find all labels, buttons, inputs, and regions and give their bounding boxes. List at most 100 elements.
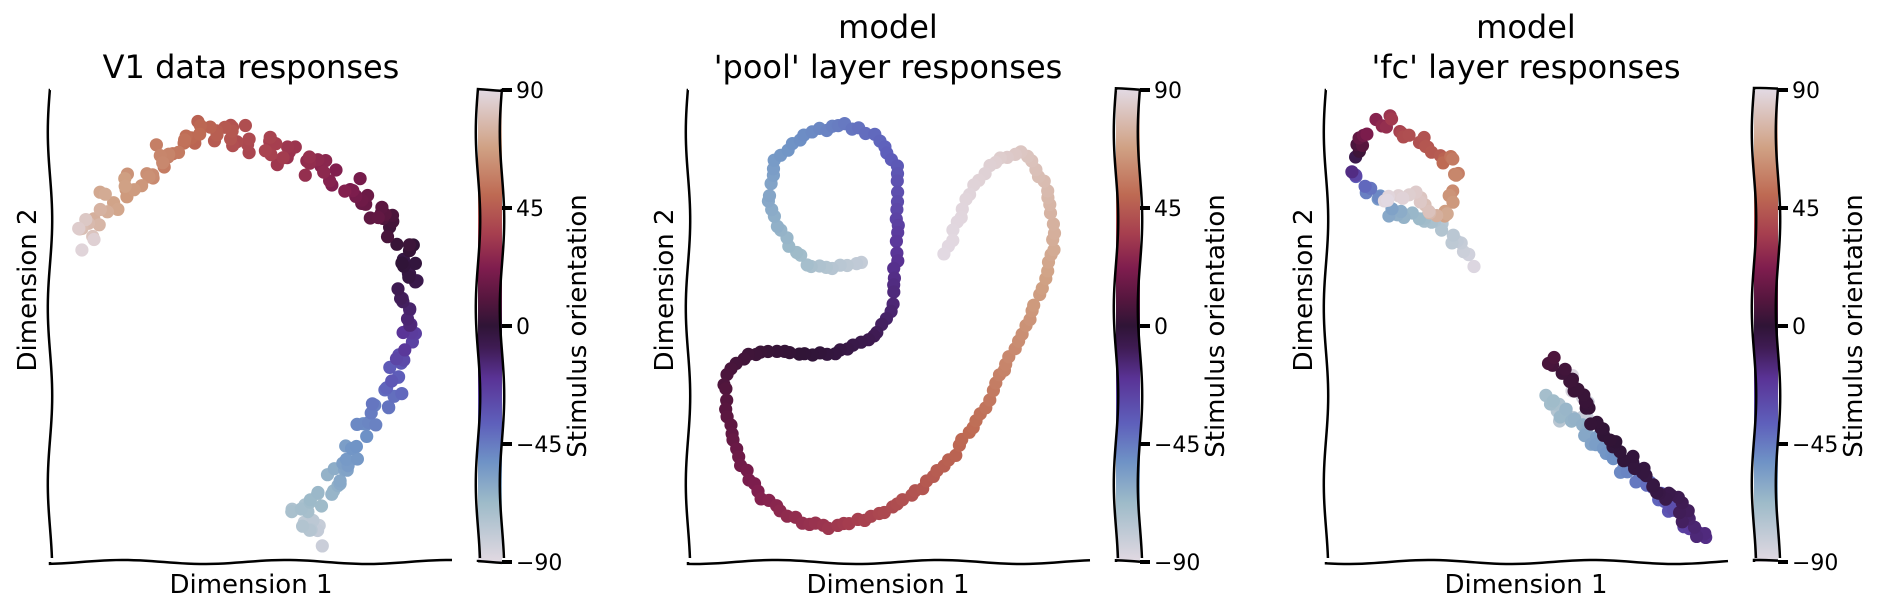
scatter-point [315,539,329,553]
scatter-point [111,202,125,216]
scatter-point [762,189,777,203]
x-axis-label: Dimension 1 [169,570,332,600]
colorbar-outline [1750,86,1782,562]
scatter-point [402,270,416,284]
scatter-point [402,238,417,252]
scatter-point [390,237,404,251]
scatter-point [389,352,404,366]
scatter-point [381,400,396,414]
scatter-point [1358,179,1372,193]
panel-title-line-1: model [838,8,938,46]
scatter-points [717,117,1062,536]
scatter-point [1385,112,1399,126]
scatter-point [1047,243,1061,257]
scatter-point [258,144,272,158]
scatter-point [719,382,733,396]
scatter-point [1413,195,1427,209]
scatter-points [72,114,424,553]
scatter-point [1440,207,1454,221]
y-axis-line [684,88,692,559]
scatter-point [891,185,905,199]
scatter-point [314,499,329,513]
colorbar-tick-label: −45 [1792,433,1838,458]
colorbar-tick-label: 0 [516,315,530,340]
y-axis-label: Dimension 2 [650,208,680,371]
scatter-point [1360,127,1374,141]
scatter-point [302,150,316,164]
scatter-point [375,200,389,214]
y-axis-label: Dimension 2 [13,208,43,371]
scatter-point [193,127,207,141]
colorbar: 90 45 0 −45 −90 Stimulus orientation [1750,79,1869,576]
colorbar: 90 45 0 −45 −90 Stimulus orientation [474,79,593,576]
scatter-point [276,151,290,165]
colorbar-outline [1112,86,1144,563]
scatter-point [92,218,106,232]
scatter-point [1467,259,1481,274]
scatter-point [1603,433,1617,447]
colorbar-tick-label: 90 [1792,79,1820,104]
scatter-point [296,519,310,533]
colorbar-tick-label: 0 [1792,315,1806,340]
scatter-point [1446,228,1460,242]
scatter-point [118,179,132,193]
panel-pool-layer: model 'pool' layer responses Dimension 1… [650,8,1231,600]
scatter-point [1547,350,1561,365]
scatter-point [1381,193,1395,207]
scatter-point [238,118,252,133]
scatter-point [369,418,383,432]
colorbar-tick-label: −45 [516,433,562,458]
colorbar-tick-label: −90 [1792,551,1838,576]
scatter-point [1558,362,1572,376]
scatter-point [329,163,343,177]
panel-title-line-2: 'pool' layer responses [714,48,1063,86]
panel-title: V1 data responses [103,48,400,86]
colorbar-tick-label: −45 [1154,433,1200,458]
panel-fc-layer: model 'fc' layer responses Dimension 1 D… [1289,8,1869,600]
scatter-point [1546,394,1560,408]
scatter-point [365,397,379,411]
scatter-point [890,174,904,188]
scatter-point [1559,402,1573,416]
scatter-point [889,234,904,248]
colorbar-gradient [478,90,502,562]
scatter-point [398,343,412,357]
scatter-point [338,184,352,198]
scatter-point [281,140,295,154]
colorbar-tick-label: 45 [1792,197,1820,222]
scatter-point [333,474,347,488]
scatter-point [408,256,422,270]
scatter-point [298,168,312,182]
panel-v1-data: V1 data responses Dimension 1 Dimension … [13,48,593,600]
scatter-point [349,439,363,454]
colorbar: 90 45 0 −45 −90 Stimulus orientation [1112,79,1231,576]
scatter-point [72,221,86,236]
colorbar-label: Stimulus orientation [563,194,593,457]
scatter-point [792,347,806,361]
scatter-point [946,223,960,237]
scatter-point [1629,475,1643,489]
colorbar-gradient [1754,90,1778,562]
scatter-point [350,452,364,466]
colorbar-tick-label: 0 [1154,315,1168,340]
colorbar-label: Stimulus orientation [1839,194,1869,457]
x-axis-line [48,558,453,566]
colorbar-tick-label: −90 [1154,551,1200,576]
scatter-point [87,232,101,247]
scatter-point [263,130,277,144]
scatter-point [1584,417,1598,431]
scatter-point [93,202,107,217]
scatter-point [156,156,170,170]
scatter-point [1646,478,1660,492]
scatter-point [371,210,385,225]
colorbar-outline [474,87,506,565]
colorbar-tick-label: 45 [516,197,544,222]
colorbar-tick-label: 90 [1154,79,1182,104]
scatter-point [720,367,734,382]
scatter-point [1396,191,1410,205]
scatter-point [203,120,217,134]
scatter-point [311,485,325,500]
y-axis-label: Dimension 2 [1289,208,1319,371]
scatter-point [770,219,785,233]
scatter-point [395,387,409,401]
